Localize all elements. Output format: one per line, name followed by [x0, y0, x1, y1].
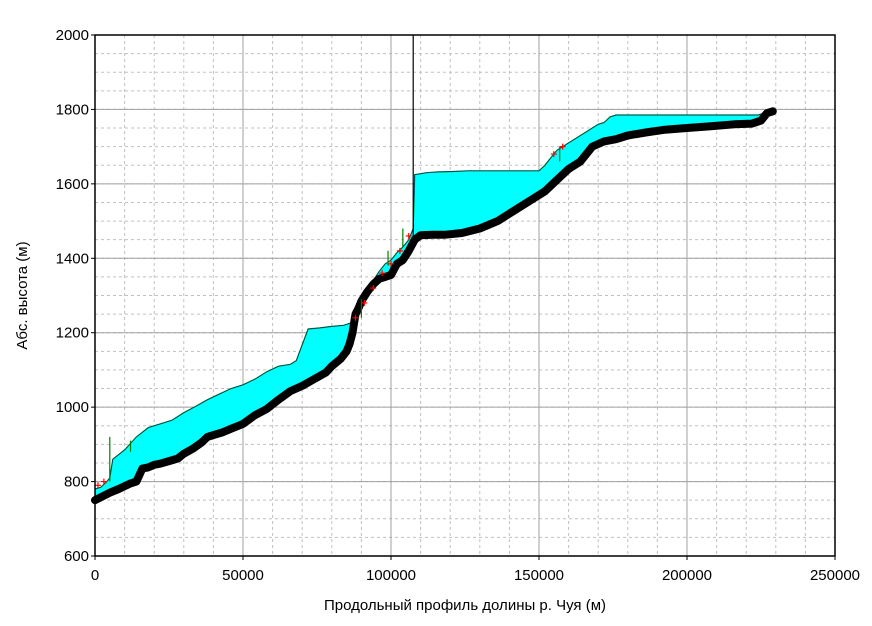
red-marker — [388, 260, 394, 267]
y-tick-label: 1600 — [56, 176, 89, 193]
red-marker — [94, 482, 101, 489]
x-tick-label: 150000 — [514, 567, 564, 584]
y-tick-label: 600 — [64, 548, 89, 565]
red-marker — [379, 270, 386, 277]
x-tick-label: 50000 — [222, 567, 264, 584]
y-tick-label: 1000 — [56, 399, 89, 416]
red-marker — [100, 478, 107, 485]
x-tick-label: 250000 — [810, 567, 860, 584]
water-surface-edge — [94, 109, 773, 490]
y-tick-label: 1800 — [56, 101, 89, 118]
water-area — [95, 109, 773, 501]
y-tick-label: 1200 — [56, 325, 89, 342]
red-marker — [550, 151, 557, 158]
riverbed-line — [91, 107, 777, 505]
x-tick-label: 200000 — [662, 567, 712, 584]
y-axis-title: Абс. высота (м) — [14, 241, 31, 349]
red-marker — [559, 143, 566, 150]
x-tick-label: 100000 — [366, 567, 416, 584]
x-tick-label: 0 — [91, 567, 99, 584]
y-tick-label: 1400 — [56, 250, 89, 267]
water-fill-layer — [95, 109, 773, 501]
grid-lines — [94, 34, 836, 557]
tick-labels: 0 50000 100000 150000 200000 250000 600 800 1000… — [56, 27, 860, 584]
marks-layer — [91, 35, 777, 505]
red-marker — [352, 314, 359, 321]
plot-frame — [94, 34, 836, 557]
y-tick-label: 2000 — [56, 27, 89, 44]
red-marker — [370, 285, 377, 292]
y-tick-label: 800 — [64, 474, 89, 491]
x-axis-title: Продольный профиль долины р. Чуя (м) — [324, 597, 606, 614]
red-marker — [405, 232, 412, 239]
red-marker — [396, 247, 403, 254]
red-marker — [361, 299, 368, 306]
